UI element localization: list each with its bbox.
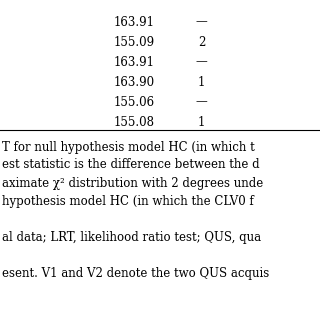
Text: 1: 1 [198, 76, 205, 89]
Text: —: — [196, 15, 207, 28]
Text: 155.09: 155.09 [114, 36, 155, 49]
Text: 163.90: 163.90 [114, 76, 155, 89]
Text: —: — [196, 55, 207, 68]
Text: aximate χ² distribution with 2 degrees unde: aximate χ² distribution with 2 degrees u… [2, 177, 263, 189]
Text: 163.91: 163.91 [114, 55, 155, 68]
Text: esent. V1 and V2 denote the two QUS acquis: esent. V1 and V2 denote the two QUS acqu… [2, 267, 269, 279]
Text: al data; LRT, likelihood ratio test; QUS, qua: al data; LRT, likelihood ratio test; QUS… [2, 230, 261, 244]
Text: T for null hypothesis model HC (in which t: T for null hypothesis model HC (in which… [2, 140, 255, 154]
Text: 2: 2 [198, 36, 205, 49]
Text: est statistic is the difference between the d: est statistic is the difference between … [2, 158, 260, 172]
Text: 163.91: 163.91 [114, 15, 155, 28]
Text: 1: 1 [198, 116, 205, 129]
Text: 155.08: 155.08 [114, 116, 155, 129]
Text: —: — [196, 95, 207, 108]
Text: hypothesis model HC (in which the CLV0 f: hypothesis model HC (in which the CLV0 f [2, 195, 254, 207]
Text: 155.06: 155.06 [114, 95, 155, 108]
